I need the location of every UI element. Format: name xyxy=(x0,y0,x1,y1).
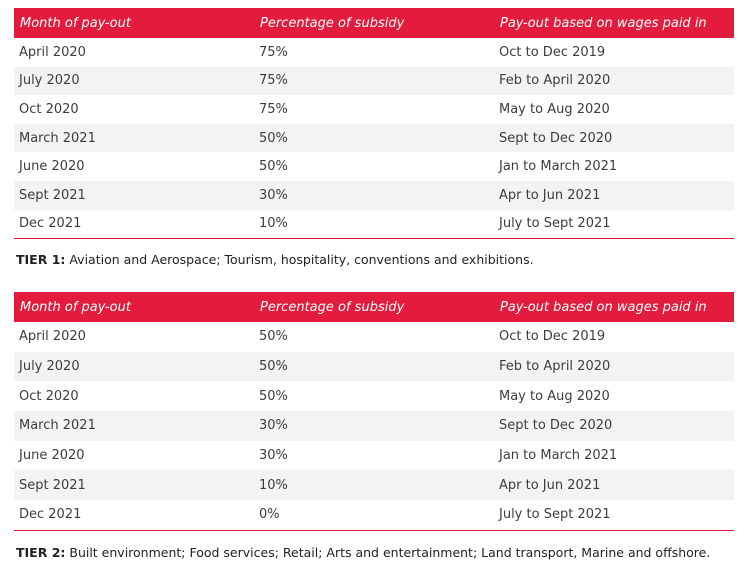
cell-wages-period: Sept to Dec 2020 xyxy=(494,411,734,441)
cell-wages-period: Apr to Jun 2021 xyxy=(494,180,734,210)
tier2-description: Built environment; Food services; Retail… xyxy=(65,545,711,560)
tier2-label: TIER 2: xyxy=(16,545,66,560)
cell-wages-period: Sept to Dec 2020 xyxy=(494,123,734,153)
table-row: June 2020 50% Jan to March 2021 xyxy=(14,152,734,181)
table-row: July 2020 50% Feb to April 2020 xyxy=(14,351,734,382)
cell-wages-period: Apr to Jun 2021 xyxy=(494,470,734,501)
cell-wages-period: July to Sept 2021 xyxy=(494,500,734,531)
header-wages-period: Pay-out based on wages paid in xyxy=(494,292,734,322)
cell-wages-period: July to Sept 2021 xyxy=(494,209,734,240)
table-header-row: Month of pay-out Percentage of subsidy P… xyxy=(14,8,734,38)
cell-month: April 2020 xyxy=(19,44,86,60)
cell-month: Oct 2020 xyxy=(19,388,79,404)
table-row: Oct 2020 75% May to Aug 2020 xyxy=(14,95,734,124)
cell-percentage: 75% xyxy=(259,101,288,117)
cell-percentage: 10% xyxy=(254,470,494,501)
table-row: April 2020 50% Oct to Dec 2019 xyxy=(14,322,734,352)
cell-month: June 2020 xyxy=(19,159,85,175)
cell-wages-period: May to Aug 2020 xyxy=(499,388,610,404)
cell-wages-period: Feb to April 2020 xyxy=(494,351,734,382)
cell-month: March 2021 xyxy=(14,123,254,153)
cell-month: Oct 2020 xyxy=(19,101,79,117)
tier1-table: Month of pay-out Percentage of subsidy P… xyxy=(14,8,734,240)
table-row: Oct 2020 50% May to Aug 2020 xyxy=(14,381,734,411)
table-row: March 2021 50% Sept to Dec 2020 xyxy=(14,123,734,153)
table-row: July 2020 75% Feb to April 2020 xyxy=(14,66,734,96)
header-month: Month of pay-out xyxy=(14,8,254,38)
cell-wages-period: May to Aug 2020 xyxy=(499,101,610,117)
cell-month: April 2020 xyxy=(19,329,86,345)
cell-percentage: 75% xyxy=(254,66,494,96)
cell-percentage: 50% xyxy=(259,329,288,345)
cell-percentage: 30% xyxy=(254,180,494,210)
tier2-note: TIER 2: Built environment; Food services… xyxy=(16,545,710,560)
table-row: Sept 2021 30% Apr to Jun 2021 xyxy=(14,180,734,210)
cell-wages-period: Feb to April 2020 xyxy=(494,66,734,96)
cell-month: Sept 2021 xyxy=(14,180,254,210)
table-row: Dec 2021 10% July to Sept 2021 xyxy=(14,209,734,240)
cell-month: Dec 2021 xyxy=(14,500,254,531)
cell-month: Sept 2021 xyxy=(14,470,254,501)
tier1-label: TIER 1: xyxy=(16,252,66,267)
header-percentage: Percentage of subsidy xyxy=(254,8,494,38)
table-header-row: Month of pay-out Percentage of subsidy P… xyxy=(14,292,734,322)
table-row: March 2021 30% Sept to Dec 2020 xyxy=(14,411,734,441)
table-row: April 2020 75% Oct to Dec 2019 xyxy=(14,38,734,67)
cell-wages-period: Oct to Dec 2019 xyxy=(499,329,606,345)
cell-month: July 2020 xyxy=(14,351,254,382)
cell-wages-period: Jan to March 2021 xyxy=(499,159,618,175)
cell-percentage: 0% xyxy=(254,500,494,531)
header-wages-period: Pay-out based on wages paid in xyxy=(494,8,734,38)
cell-percentage: 10% xyxy=(254,209,494,240)
cell-percentage: 50% xyxy=(259,388,288,404)
tier1-note: TIER 1: Aviation and Aerospace; Tourism,… xyxy=(16,252,534,267)
header-month: Month of pay-out xyxy=(14,292,254,322)
cell-percentage: 50% xyxy=(254,351,494,382)
cell-month: Dec 2021 xyxy=(14,209,254,240)
cell-percentage: 75% xyxy=(259,44,288,60)
table-row: June 2020 30% Jan to March 2021 xyxy=(14,441,734,471)
tier1-description: Aviation and Aerospace; Tourism, hospita… xyxy=(65,252,534,267)
cell-percentage: 30% xyxy=(254,411,494,441)
cell-month: July 2020 xyxy=(14,66,254,96)
cell-percentage: 50% xyxy=(254,123,494,153)
cell-month: June 2020 xyxy=(19,448,85,464)
table-row: Dec 2021 0% July to Sept 2021 xyxy=(14,500,734,531)
cell-percentage: 30% xyxy=(259,448,288,464)
cell-wages-period: Jan to March 2021 xyxy=(499,448,618,464)
header-percentage: Percentage of subsidy xyxy=(254,292,494,322)
cell-wages-period: Oct to Dec 2019 xyxy=(499,44,606,60)
table-row: Sept 2021 10% Apr to Jun 2021 xyxy=(14,470,734,501)
tier2-table: Month of pay-out Percentage of subsidy P… xyxy=(14,292,734,531)
cell-month: March 2021 xyxy=(14,411,254,441)
cell-percentage: 50% xyxy=(259,159,288,175)
